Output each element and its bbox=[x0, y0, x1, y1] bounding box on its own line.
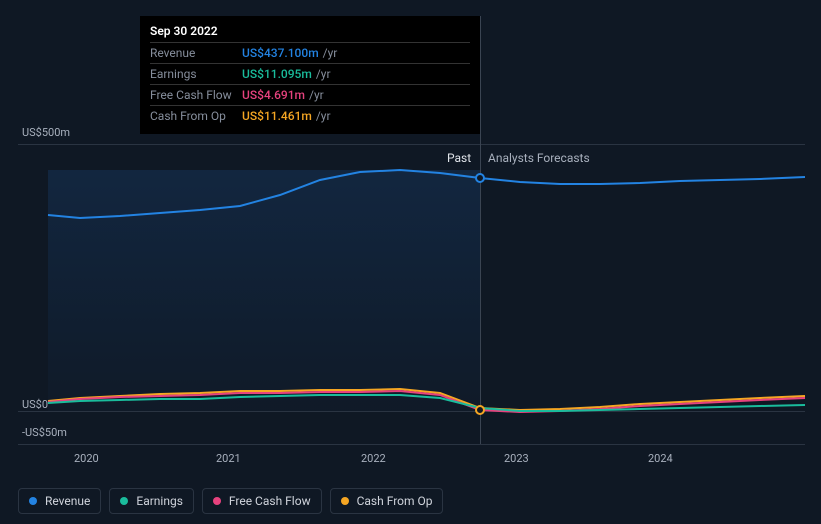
chart-marker bbox=[475, 405, 485, 415]
x-axis-label: 2024 bbox=[648, 452, 673, 465]
y-axis-label: US$0 bbox=[22, 398, 48, 411]
hover-vertical-line bbox=[480, 16, 481, 444]
x-axis-label: 2023 bbox=[504, 452, 529, 465]
legend-label: Free Cash Flow bbox=[229, 494, 311, 508]
legend-dot-icon bbox=[213, 497, 221, 505]
tooltip-row: RevenueUS$437.100m/yr bbox=[150, 42, 470, 63]
y-axis-label: US$500m bbox=[22, 126, 70, 139]
financial-chart: Past Analysts Forecasts US$500mUS$0-US$5… bbox=[0, 0, 821, 524]
tooltip-label: Earnings bbox=[150, 67, 242, 81]
legend-item[interactable]: Revenue bbox=[18, 488, 101, 514]
legend-label: Revenue bbox=[45, 494, 90, 508]
tooltip-row: Cash From OpUS$11.461m/yr bbox=[150, 105, 470, 126]
x-axis-label: 2021 bbox=[216, 452, 241, 465]
legend-item[interactable]: Earnings bbox=[109, 488, 194, 514]
tooltip-label: Free Cash Flow bbox=[150, 88, 242, 102]
tooltip-row: Free Cash FlowUS$4.691m/yr bbox=[150, 84, 470, 105]
legend-label: Cash From Op bbox=[357, 494, 433, 508]
tooltip-value: US$11.095m bbox=[242, 67, 312, 81]
legend-label: Earnings bbox=[136, 494, 183, 508]
chart-tooltip: Sep 30 2022 RevenueUS$437.100m/yrEarning… bbox=[140, 16, 480, 134]
tooltip-value: US$11.461m bbox=[242, 109, 312, 123]
revenue-line bbox=[48, 170, 805, 218]
tooltip-value: US$437.100m bbox=[242, 46, 319, 60]
legend-dot-icon bbox=[341, 497, 349, 505]
legend-dot-icon bbox=[120, 497, 128, 505]
tooltip-value: US$4.691m bbox=[242, 88, 305, 102]
legend-dot-icon bbox=[29, 497, 37, 505]
tooltip-row: EarningsUS$11.095m/yr bbox=[150, 63, 470, 84]
y-axis-label: -US$50m bbox=[22, 426, 67, 439]
legend-item[interactable]: Cash From Op bbox=[330, 488, 444, 514]
tooltip-suffix: /yr bbox=[316, 109, 331, 123]
chart-marker bbox=[475, 173, 485, 183]
tooltip-suffix: /yr bbox=[316, 67, 331, 81]
tooltip-suffix: /yr bbox=[323, 46, 338, 60]
x-axis-label: 2022 bbox=[361, 452, 386, 465]
x-axis-label: 2020 bbox=[74, 452, 99, 465]
tooltip-label: Cash From Op bbox=[150, 109, 242, 123]
tooltip-label: Revenue bbox=[150, 46, 242, 60]
tooltip-date: Sep 30 2022 bbox=[150, 24, 470, 42]
chart-legend: Revenue Earnings Free Cash Flow Cash From O… bbox=[18, 488, 443, 514]
legend-item[interactable]: Free Cash Flow bbox=[202, 488, 322, 514]
tooltip-suffix: /yr bbox=[309, 88, 324, 102]
